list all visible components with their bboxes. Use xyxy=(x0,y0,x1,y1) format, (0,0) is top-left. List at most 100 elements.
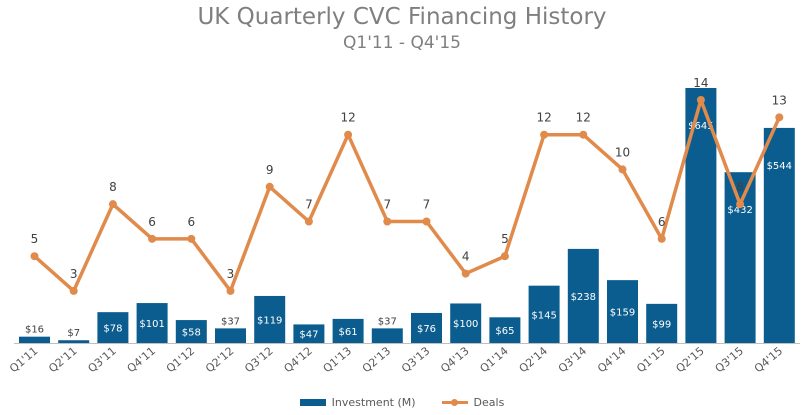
bar-value-label: $145 xyxy=(531,310,556,321)
x-tick-label: Q1'12 xyxy=(164,344,197,375)
deals-value-label: 3 xyxy=(227,267,235,281)
bar-value-label: $78 xyxy=(103,324,122,335)
deals-point xyxy=(461,269,470,278)
x-tick-label: Q3'11 xyxy=(85,344,118,375)
deals-value-label: 7 xyxy=(383,198,391,212)
bar-investment xyxy=(724,172,756,343)
x-tick-label: Q4'12 xyxy=(281,344,314,375)
deals-value-label: 9 xyxy=(266,163,274,177)
deals-point xyxy=(618,165,627,174)
bar-investment xyxy=(254,295,286,343)
x-tick-label: Q4'15 xyxy=(752,344,785,375)
x-tick-label: Q2'14 xyxy=(517,344,550,375)
bar-investment xyxy=(646,303,678,343)
bar-value-label: $238 xyxy=(571,292,596,303)
x-tick-label: Q3'13 xyxy=(399,344,432,375)
bar-investment xyxy=(450,303,482,343)
bar-value-label: $37 xyxy=(221,316,240,327)
deals-value-label: 10 xyxy=(615,145,630,159)
x-tick-label: Q4'14 xyxy=(595,344,628,375)
deals-point xyxy=(265,182,274,191)
bar-value-label: $76 xyxy=(417,324,436,335)
x-tick-label: Q4'11 xyxy=(125,344,158,375)
bar-investment xyxy=(332,318,364,343)
x-tick-label: Q2'13 xyxy=(360,344,393,375)
deals-point xyxy=(500,252,509,261)
legend-item-investment: Investment (M) xyxy=(299,396,416,409)
bar-value-label: $645 xyxy=(688,121,713,132)
chart-subtitle: Q1'11 - Q4'15 xyxy=(343,33,461,53)
chart-title: UK Quarterly CVC Financing History xyxy=(197,4,607,30)
deals-point xyxy=(579,130,588,139)
x-tick-label: Q1'13 xyxy=(321,344,354,375)
x-tick-label: Q2'15 xyxy=(673,344,706,375)
deals-point xyxy=(736,200,745,209)
deals-value-label: 4 xyxy=(462,250,470,264)
deals-value-label: 5 xyxy=(31,232,39,246)
deals-value-label: 14 xyxy=(693,76,708,90)
legend-swatch-deals xyxy=(441,399,468,406)
bar-investment xyxy=(763,127,795,343)
deals-value-label: 12 xyxy=(576,111,591,125)
x-tick-label: Q1'14 xyxy=(477,344,510,375)
deals-value-label: 8 xyxy=(109,180,117,194)
bar-value-label: $99 xyxy=(652,319,671,330)
deals-point xyxy=(226,286,235,295)
deals-value-label: 12 xyxy=(340,111,355,125)
bar-investment xyxy=(567,248,599,343)
bar-value-label: $61 xyxy=(339,327,358,338)
deals-point xyxy=(696,96,705,104)
x-tick-label: Q3'15 xyxy=(713,344,746,375)
bar-value-label: $58 xyxy=(182,328,201,339)
deals-value-label: 7 xyxy=(423,198,431,212)
legend-swatch-investment xyxy=(299,399,326,406)
bar-value-label: $7 xyxy=(67,328,80,339)
bar-investment xyxy=(607,280,638,343)
bar-value-label: $16 xyxy=(25,325,44,336)
legend-item-deals: Deals xyxy=(441,396,504,409)
x-tick-label: Q2'12 xyxy=(203,344,236,375)
bar-value-label: $119 xyxy=(257,315,282,326)
bar-investment xyxy=(371,328,403,343)
bar-investment xyxy=(489,317,521,343)
bar-investment xyxy=(136,303,168,343)
deals-point xyxy=(304,217,313,226)
bar-value-label: $544 xyxy=(767,161,792,172)
bar-investment xyxy=(97,312,129,343)
deals-value-label: 6 xyxy=(148,215,156,229)
bar-value-label: $37 xyxy=(378,316,397,327)
bar-investment xyxy=(528,285,560,343)
x-tick-label: Q2'11 xyxy=(46,344,79,375)
deals-point xyxy=(30,252,39,261)
x-tick-label: Q1'15 xyxy=(634,344,667,375)
deals-value-label: 6 xyxy=(187,215,195,229)
deals-point xyxy=(148,234,157,243)
bar-value-label: $101 xyxy=(139,319,164,330)
x-tick-label: Q3'14 xyxy=(556,344,589,375)
deals-value-label: 5 xyxy=(501,232,509,246)
deals-point xyxy=(775,113,784,122)
bar-value-label: $159 xyxy=(610,308,635,319)
bar-value-label: $47 xyxy=(299,330,318,341)
chart-legend: Investment (M) Deals xyxy=(0,396,804,409)
bar-investment xyxy=(293,324,325,343)
bar-value-label: $65 xyxy=(495,326,514,337)
deals-point xyxy=(540,130,549,139)
deals-point xyxy=(383,217,392,226)
deals-value-label: 12 xyxy=(536,111,551,125)
deals-point xyxy=(344,130,353,139)
bar-investment xyxy=(58,340,90,343)
x-tick-label: Q3'12 xyxy=(242,344,275,375)
bar-investment xyxy=(19,336,50,343)
deals-value-label: 13 xyxy=(772,93,787,107)
deals-point xyxy=(657,234,666,243)
deals-line xyxy=(33,98,781,293)
bar-value-label: $432 xyxy=(727,205,752,216)
deals-value-label: 3 xyxy=(70,267,78,281)
deals-value-label: 7 xyxy=(305,198,313,212)
bar-investment xyxy=(215,328,246,343)
deals-value-label: 6 xyxy=(658,215,666,229)
deals-point xyxy=(187,234,196,243)
bar-investment xyxy=(411,312,442,343)
